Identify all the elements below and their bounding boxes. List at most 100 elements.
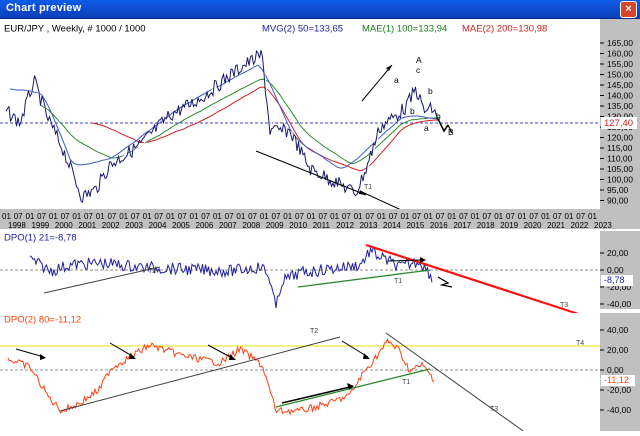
time-month-label: 07 <box>318 212 327 221</box>
dpo2-trend-label-t2: T2 <box>310 328 318 335</box>
last-price-box <box>601 117 637 129</box>
time-month-label: 07 <box>412 212 421 221</box>
dpo2-trend-label-t3: T3 <box>490 406 498 413</box>
time-month-label: 07 <box>225 212 234 221</box>
time-month-label: 01 <box>307 212 316 221</box>
time-month-label: 07 <box>459 212 468 221</box>
time-year-label: 2000 <box>55 221 73 230</box>
price-y-tick-label: 115,00 <box>607 143 633 153</box>
price-y-tick-label: 155,00 <box>607 59 633 69</box>
time-month-label: 07 <box>295 212 304 221</box>
time-year-label: 2022 <box>571 221 589 230</box>
time-month-label: 07 <box>178 212 187 221</box>
time-month-label: 01 <box>354 212 363 221</box>
dpo1-y-tick-label: 20,00 <box>607 248 629 258</box>
time-year-label: 2006 <box>196 221 214 230</box>
time-month-label: 07 <box>201 212 210 221</box>
time-year-label: 2010 <box>289 221 307 230</box>
time-month-label: 01 <box>400 212 409 221</box>
dpo2-trend-label-t1: T1 <box>402 379 410 386</box>
time-year-label: 2005 <box>172 221 190 230</box>
wave-b-marker <box>437 118 449 133</box>
time-month-label: 07 <box>61 212 70 221</box>
time-month-label: 07 <box>107 212 116 221</box>
dpo1-y-tick-label: -40,00 <box>607 299 631 309</box>
dpo2-last-label: -11,12 <box>604 375 629 385</box>
time-month-label: 01 <box>143 212 152 221</box>
wave-label-c: c <box>416 65 421 75</box>
dpo2-curve <box>7 337 435 416</box>
uptrend-arrow <box>361 64 393 102</box>
time-year-label: 2017 <box>453 221 471 230</box>
time-year-label: 2012 <box>336 221 354 230</box>
price-header-mvg1: MVG(1) 23=133,58 <box>168 23 249 34</box>
price-y-tick-label: 105,00 <box>607 164 633 174</box>
time-month-label: 01 <box>213 212 222 221</box>
time-month-label: 01 <box>236 212 245 221</box>
time-month-label: 01 <box>25 212 34 221</box>
time-month-label: 07 <box>576 212 585 221</box>
time-month-label: 07 <box>37 212 46 221</box>
time-month-label: 01 <box>166 212 175 221</box>
price-y-tick-label: 120,00 <box>607 133 633 143</box>
chart-area: 165,00 160,00 155,00 150,00 145,00 140,00 135,… <box>0 19 640 436</box>
dpo1-trendline-t1 <box>297 269 431 288</box>
time-month-label: 01 <box>283 212 292 221</box>
wave-label-A: A <box>416 55 422 65</box>
time-month-label: 01 <box>72 212 81 221</box>
time-month-label: 01 <box>119 212 128 221</box>
dpo2-trendline-t2 <box>59 336 341 412</box>
time-axis: 01 07 01 07 01 07 01 07 01 07 01 07 01 07 01 07 01 07 01 07… <box>0 209 640 230</box>
time-year-label: 1998 <box>8 221 26 230</box>
time-year-label: 2018 <box>477 221 495 230</box>
dpo1-curve <box>29 245 433 309</box>
time-month-label: 01 <box>447 212 456 221</box>
price-y-tick-label: 145,00 <box>607 80 633 90</box>
price-y-tick-label: 160,00 <box>607 49 633 59</box>
window-titlebar: Chart preview × <box>0 0 640 19</box>
wave-label-b3: b <box>436 111 441 121</box>
last-price-label: 127,40 <box>604 118 633 129</box>
time-month-label: 01 <box>260 212 269 221</box>
time-year-label: 2001 <box>78 221 96 230</box>
price-y-tick-label: 165,00 <box>607 38 633 48</box>
price-panel: 165,00160,00155,00150,00145,00140,00135,… <box>0 19 640 216</box>
price-y-tick-label: 100,00 <box>607 175 633 185</box>
time-month-label: 01 <box>494 212 503 221</box>
price-header-symbol: EUR/JPY , Weekly, # 1000 / 1000 <box>4 23 146 34</box>
time-month-label: 07 <box>131 212 140 221</box>
dpo2-trend-label-t4: T4 <box>576 340 584 347</box>
dpo2-y-tick-label: -20,00 <box>607 385 631 395</box>
time-month-label: 07 <box>506 212 515 221</box>
time-year-label: 2004 <box>149 221 167 230</box>
price-header-mvg2: MVG(2) 50=133,65 <box>262 23 343 34</box>
price-y-tick-label: 150,00 <box>607 70 633 80</box>
time-month-label: 07 <box>483 212 492 221</box>
dpo2-y-tick-label: 40,00 <box>607 325 629 335</box>
time-month-label: 07 <box>365 212 374 221</box>
time-month-label: 07 <box>272 212 281 221</box>
mvg2-curve <box>9 64 439 169</box>
dpo1-trend-label-t3: T3 <box>560 302 568 309</box>
time-month-label: 01 <box>377 212 386 221</box>
time-month-label: 01 <box>330 212 339 221</box>
time-year-label: 2019 <box>500 221 518 230</box>
time-month-label: 01 <box>471 212 480 221</box>
dpo1-wave-marker <box>437 276 453 288</box>
time-month-label: 07 <box>154 212 163 221</box>
time-month-label: 07 <box>529 212 538 221</box>
time-year-label: 2007 <box>219 221 237 230</box>
dpo1-last-label: -8,78 <box>604 275 625 285</box>
time-month-label: 01 <box>518 212 527 221</box>
price-header-mae2: MAE(2) 200=130,98 <box>462 23 547 34</box>
wave-label-a1: a <box>394 75 399 85</box>
price-y-tick-label: 90,00 <box>607 196 629 206</box>
dpo2-panel: 40,00 20,00 0,00 -20,00 -40,00 DPO(2) 80=-11… <box>0 313 640 436</box>
time-year-label: 2011 <box>313 221 331 230</box>
time-month-label: 07 <box>389 212 398 221</box>
close-button[interactable]: × <box>620 1 637 18</box>
time-year-label: 2009 <box>266 221 284 230</box>
time-year-label: 2015 <box>406 221 424 230</box>
time-month-label: 07 <box>436 212 445 221</box>
price-header-mae1: MAE(1) 100=133,94 <box>362 23 447 34</box>
